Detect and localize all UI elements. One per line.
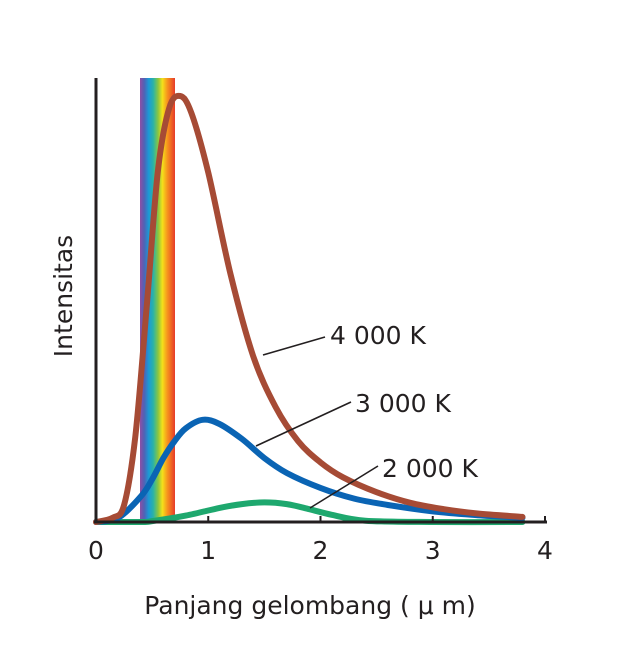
x-tick-label: 2 bbox=[313, 536, 329, 565]
x-tick-label: 4 bbox=[537, 536, 553, 565]
series-leader-line-4000k bbox=[262, 336, 326, 356]
series-line-3000k bbox=[93, 416, 526, 525]
series-line-4000k bbox=[93, 92, 526, 525]
x-tick-label: 0 bbox=[88, 536, 104, 565]
x-tick-label: 3 bbox=[425, 536, 441, 565]
series-label-4000k: 4 000 K bbox=[330, 321, 427, 350]
x-axis-title: Panjang gelombang ( μ m) bbox=[144, 591, 475, 620]
series-leader-line-3000k bbox=[255, 401, 352, 447]
series-leader-line-2000k bbox=[309, 465, 379, 509]
x-tick-label: 1 bbox=[200, 536, 216, 565]
series-label-2000k: 2 000 K bbox=[382, 454, 479, 483]
series-label-3000k: 3 000 K bbox=[355, 389, 452, 418]
y-axis-title: Intensitas bbox=[49, 235, 78, 357]
